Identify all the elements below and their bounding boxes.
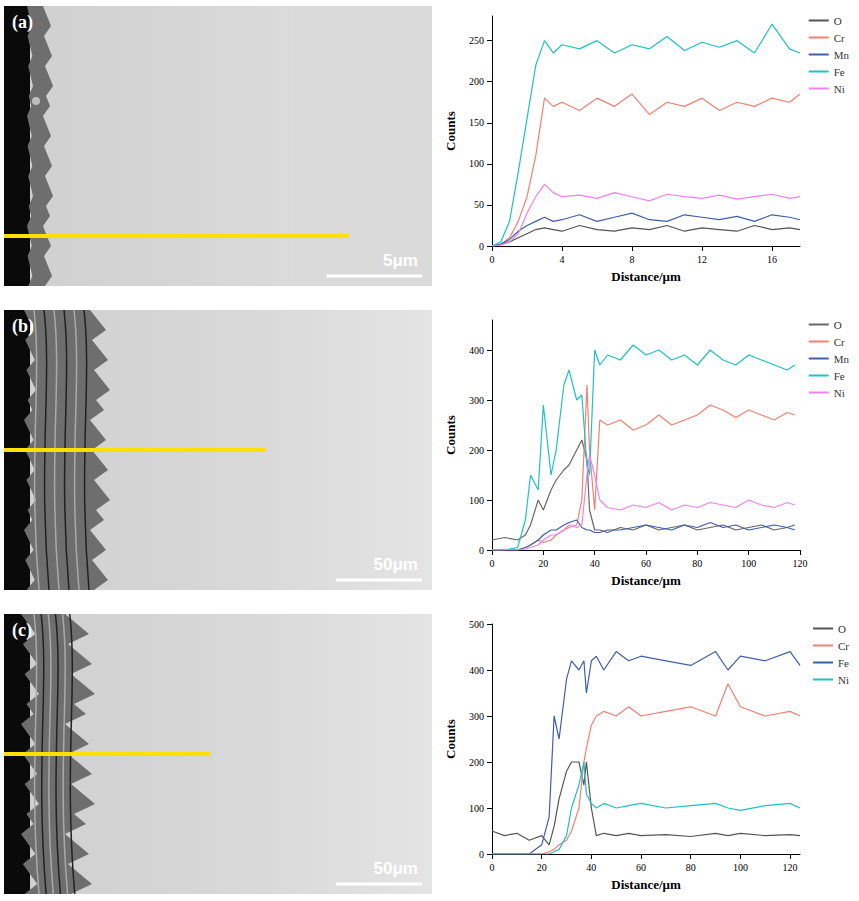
svg-text:8: 8 [630, 254, 635, 265]
svg-text:0: 0 [490, 862, 495, 873]
svg-text:O: O [834, 319, 842, 331]
svg-text:400: 400 [469, 665, 484, 676]
svg-text:80: 80 [686, 862, 696, 873]
svg-text:12: 12 [697, 254, 707, 265]
svg-text:40: 40 [590, 558, 600, 569]
svg-text:50: 50 [474, 199, 484, 210]
svg-text:Counts: Counts [443, 111, 458, 151]
svg-text:200: 200 [469, 76, 484, 87]
svg-text:Cr: Cr [834, 336, 845, 348]
svg-text:100: 100 [469, 803, 484, 814]
svg-text:Mn: Mn [834, 353, 850, 365]
svg-text:500: 500 [469, 619, 484, 630]
svg-text:16: 16 [767, 254, 777, 265]
svg-text:100: 100 [733, 862, 748, 873]
svg-text:Fe: Fe [834, 66, 845, 78]
svg-text:Fe: Fe [834, 370, 845, 382]
svg-text:Cr: Cr [838, 640, 849, 652]
svg-text:60: 60 [641, 558, 651, 569]
svg-text:20: 20 [538, 558, 548, 569]
svg-text:Counts: Counts [443, 719, 458, 759]
svg-text:O: O [838, 623, 846, 635]
svg-text:Counts: Counts [443, 415, 458, 455]
svg-text:0: 0 [479, 849, 484, 860]
svg-text:Distance/μm: Distance/μm [611, 269, 681, 284]
svg-text:0: 0 [479, 545, 484, 556]
svg-text:(c): (c) [12, 620, 32, 641]
svg-text:400: 400 [469, 345, 484, 356]
svg-text:Ni: Ni [838, 674, 849, 686]
svg-text:4: 4 [560, 254, 565, 265]
svg-text:100: 100 [741, 558, 756, 569]
svg-text:100: 100 [469, 158, 484, 169]
svg-text:5μm: 5μm [383, 251, 418, 270]
svg-text:100: 100 [469, 495, 484, 506]
svg-text:150: 150 [469, 117, 484, 128]
svg-text:Fe: Fe [838, 657, 849, 669]
svg-text:Distance/μm: Distance/μm [611, 573, 681, 588]
svg-text:300: 300 [469, 395, 484, 406]
svg-text:Ni: Ni [834, 387, 845, 399]
svg-text:120: 120 [793, 558, 808, 569]
svg-text:(a): (a) [12, 12, 33, 33]
svg-text:(b): (b) [12, 316, 34, 337]
svg-text:40: 40 [586, 862, 596, 873]
svg-text:Distance/μm: Distance/μm [611, 877, 681, 892]
svg-text:O: O [834, 15, 842, 27]
svg-text:Ni: Ni [834, 83, 845, 95]
svg-text:0: 0 [490, 558, 495, 569]
svg-text:50μm: 50μm [374, 555, 418, 574]
svg-text:50μm: 50μm [374, 859, 418, 878]
svg-text:200: 200 [469, 757, 484, 768]
svg-text:300: 300 [469, 711, 484, 722]
svg-text:0: 0 [490, 254, 495, 265]
svg-text:0: 0 [479, 241, 484, 252]
svg-text:80: 80 [692, 558, 702, 569]
svg-text:Cr: Cr [834, 32, 845, 44]
svg-text:200: 200 [469, 445, 484, 456]
svg-text:250: 250 [469, 35, 484, 46]
svg-text:120: 120 [783, 862, 798, 873]
svg-text:60: 60 [636, 862, 646, 873]
svg-text:20: 20 [537, 862, 547, 873]
svg-text:Mn: Mn [834, 49, 850, 61]
